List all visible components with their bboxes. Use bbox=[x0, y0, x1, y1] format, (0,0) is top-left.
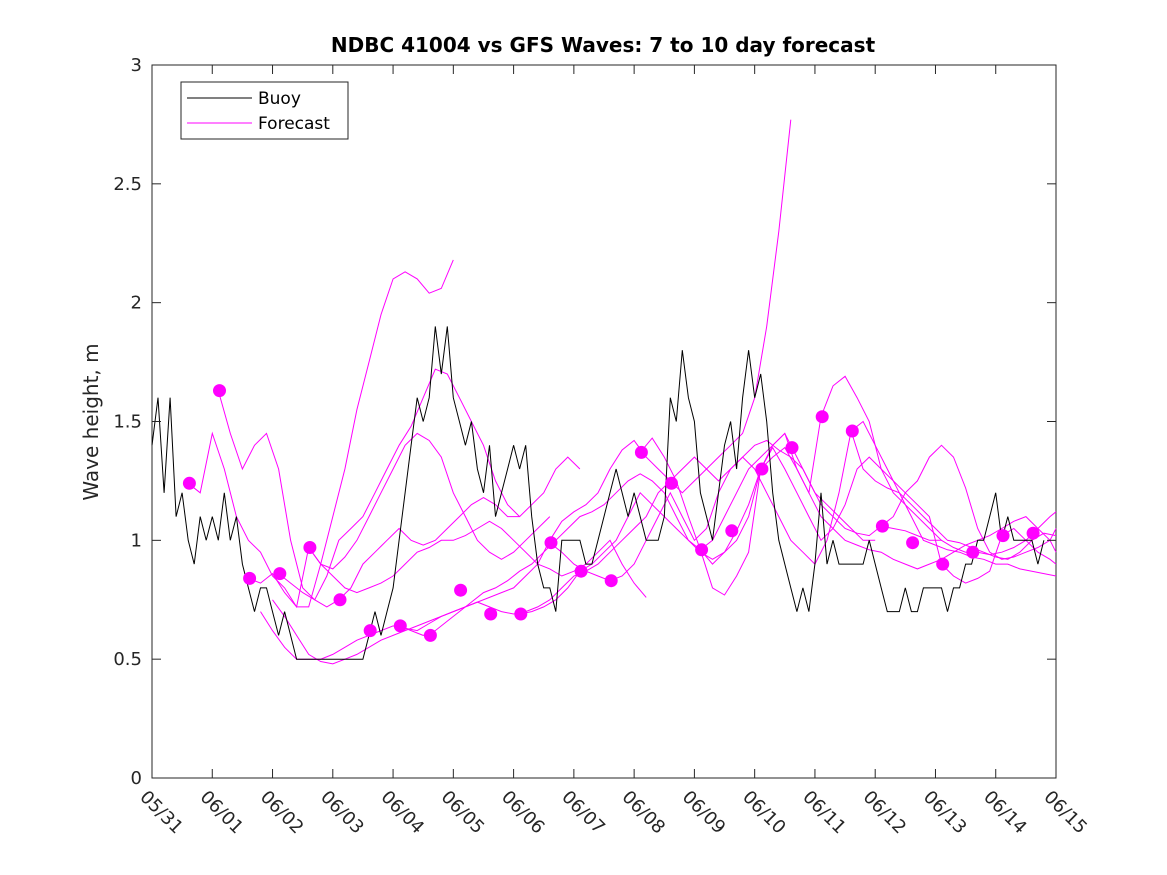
forecast-line-12 bbox=[850, 430, 1057, 560]
y-tick-label: 1 bbox=[131, 530, 142, 551]
x-tick-label: 06/13 bbox=[919, 787, 971, 839]
forecast-marker-4 bbox=[303, 541, 317, 554]
forecast-line-10 bbox=[639, 375, 1057, 565]
forecast-line-3 bbox=[278, 456, 581, 608]
y-tick-label: 2.5 bbox=[113, 174, 142, 195]
legend-forecast-label: Forecast bbox=[258, 114, 330, 134]
forecast-marker-14 bbox=[604, 574, 618, 588]
forecast-line-1 bbox=[217, 368, 520, 601]
forecast-marker-28 bbox=[1026, 526, 1040, 540]
buoy-line bbox=[151, 326, 1045, 660]
forecast-marker-22 bbox=[845, 424, 859, 438]
forecast-marker-10 bbox=[484, 607, 498, 621]
forecast-marker-9 bbox=[454, 583, 468, 597]
forecast-marker-11 bbox=[514, 607, 528, 621]
forecast-marker-12 bbox=[544, 536, 558, 550]
x-tick-label: 06/02 bbox=[256, 787, 308, 839]
x-tick-label: 05/31 bbox=[135, 787, 187, 839]
x-tick-label: 06/10 bbox=[738, 787, 790, 839]
forecast-marker-7 bbox=[393, 619, 407, 633]
legend-box bbox=[180, 81, 349, 140]
forecast-marker-23 bbox=[875, 519, 889, 533]
x-tick-label: 06/14 bbox=[979, 787, 1031, 839]
y-tick-label: 0 bbox=[131, 768, 142, 789]
forecast-marker-27 bbox=[996, 529, 1010, 543]
forecast-line-5 bbox=[272, 119, 792, 665]
x-tick-label: 06/04 bbox=[377, 787, 429, 839]
forecast-marker-19 bbox=[755, 462, 769, 476]
x-tick-label: 06/06 bbox=[497, 787, 549, 839]
x-tick-label: 06/07 bbox=[557, 787, 609, 839]
x-tick-label: 06/03 bbox=[316, 787, 368, 839]
forecast-line-4 bbox=[308, 520, 647, 598]
x-tick-label: 06/08 bbox=[618, 787, 670, 839]
plot-area: 00.511.522.53 05/31 06/01 06/02 06/03 06/04 0… bbox=[113, 55, 1091, 838]
forecast-marker-21 bbox=[815, 410, 829, 424]
legend: Buoy Forecast bbox=[180, 81, 349, 140]
forecast-marker-25 bbox=[936, 557, 950, 571]
forecast-marker-6 bbox=[363, 624, 377, 638]
y-axis-label: Wave height, m bbox=[79, 343, 103, 500]
forecast-marker-20 bbox=[785, 441, 799, 455]
x-tick-label: 06/12 bbox=[859, 787, 911, 839]
legend-buoy-label: Buoy bbox=[258, 89, 301, 109]
forecast-line-7 bbox=[398, 432, 942, 636]
forecast-marker-3 bbox=[273, 567, 287, 581]
x-tick-label: 06/09 bbox=[678, 787, 730, 839]
y-tick-label: 1.5 bbox=[113, 412, 142, 433]
x-tick-label: 06/15 bbox=[1039, 787, 1091, 839]
x-tick-label: 06/05 bbox=[437, 787, 489, 839]
plot-frame bbox=[151, 64, 1057, 779]
buoy-line-group bbox=[151, 326, 1045, 660]
forecast-marker-17 bbox=[695, 543, 709, 557]
y-axis-ticks: 0 0.5 1 1.5 2 2.5 3 bbox=[113, 55, 1056, 789]
forecast-marker-13 bbox=[574, 564, 588, 578]
chart-title: NDBC 41004 vs GFS Waves: 7 to 10 day for… bbox=[331, 33, 876, 57]
forecast-line-13 bbox=[880, 444, 1057, 560]
forecast-line-2 bbox=[248, 432, 551, 609]
forecast-marker-15 bbox=[634, 445, 648, 459]
forecast-marker-5 bbox=[333, 593, 347, 607]
forecast-marker-16 bbox=[665, 476, 678, 490]
y-tick-label: 3 bbox=[131, 55, 142, 76]
forecast-markers bbox=[182, 384, 1040, 642]
forecast-marker-2 bbox=[243, 571, 257, 585]
forecast-marker-1 bbox=[213, 384, 226, 398]
x-tick-label: 06/11 bbox=[798, 787, 850, 839]
forecast-marker-0 bbox=[182, 476, 196, 490]
forecast-marker-26 bbox=[966, 545, 980, 559]
x-tick-label: 06/01 bbox=[196, 787, 248, 839]
y-tick-label: 0.5 bbox=[113, 649, 142, 670]
y-tick-label: 2 bbox=[131, 293, 142, 314]
forecast-marker-8 bbox=[423, 628, 437, 642]
forecast-marker-24 bbox=[906, 536, 920, 550]
forecast-marker-18 bbox=[725, 524, 739, 538]
